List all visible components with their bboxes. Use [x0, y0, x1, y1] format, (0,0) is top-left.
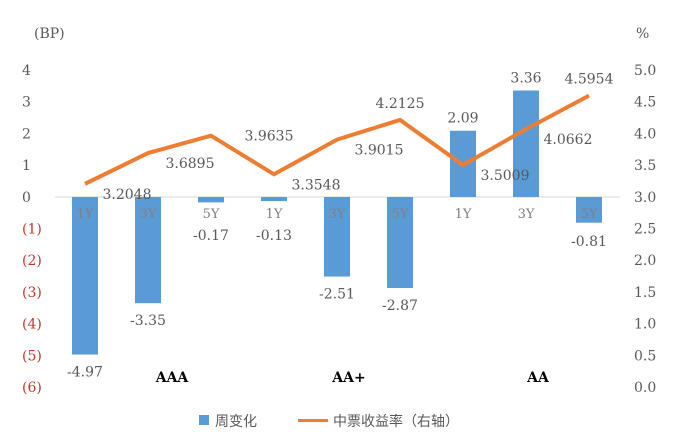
- category-tick-label: 5Y: [581, 207, 598, 222]
- bar-data-label: -3.35: [130, 313, 166, 329]
- category-tick-label: 5Y: [392, 207, 409, 222]
- left-tick-label: 0: [22, 190, 31, 206]
- bar: [72, 197, 98, 355]
- category-tick-label: 5Y: [203, 207, 220, 222]
- group-label: AA+: [331, 370, 365, 386]
- line-data-label: 3.9635: [245, 129, 294, 145]
- category-tick-label: 3Y: [518, 207, 535, 222]
- bar-data-label: 3.36: [510, 70, 541, 86]
- line-data-label: 3.3548: [292, 177, 341, 193]
- line-data-label: 3.9015: [355, 143, 404, 159]
- line-data-label: 4.2125: [376, 96, 425, 112]
- right-tick-label: 3.0: [634, 190, 656, 206]
- left-tick-label: 2: [22, 126, 31, 142]
- legend-bar-swatch: [199, 415, 209, 425]
- left-tick-label: (6): [22, 380, 42, 396]
- bar-data-label: -2.51: [319, 287, 355, 303]
- category-tick-label: 3Y: [329, 207, 346, 222]
- bar-data-label: -0.17: [193, 228, 229, 244]
- left-axis-label: (BP): [34, 26, 65, 42]
- left-tick-label: (5): [22, 348, 42, 364]
- line-data-label: 3.6895: [166, 156, 215, 172]
- group-label: AAA: [155, 370, 190, 386]
- bar-data-label: -2.87: [382, 298, 418, 314]
- bar: [513, 90, 539, 197]
- category-tick-label: 1Y: [455, 207, 472, 222]
- line-data-label: 3.2048: [103, 187, 152, 203]
- right-tick-label: 4.0: [634, 126, 656, 142]
- left-tick-label: 4: [22, 63, 31, 79]
- right-tick-label: 4.5: [634, 95, 656, 111]
- yield-line: [84, 93, 590, 186]
- right-tick-label: 1.0: [634, 317, 656, 333]
- line-data-label: 3.5009: [481, 168, 530, 184]
- line-data-label: 4.5954: [565, 72, 614, 88]
- right-tick-label: 2.5: [634, 222, 656, 238]
- bar: [324, 197, 350, 277]
- right-tick-label: 3.5: [634, 158, 656, 174]
- left-tick-label: 3: [22, 95, 31, 111]
- right-tick-label: 5.0: [634, 63, 656, 79]
- bar: [576, 197, 602, 223]
- line-data-label: 4.0662: [544, 132, 593, 148]
- bar-data-label: 2.09: [447, 111, 478, 127]
- bar-data-label: -0.13: [256, 228, 292, 244]
- bar: [198, 197, 224, 203]
- left-tick-label: 1: [22, 158, 31, 174]
- category-tick-label: 3Y: [140, 207, 157, 222]
- left-tick-label: (4): [22, 317, 42, 333]
- right-tick-label: 2.0: [634, 253, 656, 269]
- group-label: AA: [526, 370, 550, 386]
- left-tick-label: (1): [22, 222, 42, 238]
- bar: [261, 197, 287, 202]
- category-tick-label: 1Y: [77, 207, 94, 222]
- right-tick-label: 1.5: [634, 285, 656, 301]
- left-tick-label: (3): [22, 285, 42, 301]
- category-tick-label: 1Y: [266, 207, 283, 222]
- right-tick-label: 0.0: [634, 380, 656, 396]
- right-tick-label: 0.5: [634, 348, 656, 364]
- legend-line-label: 中票收益率（右轴）: [333, 414, 459, 430]
- bar-data-label: -4.97: [67, 365, 103, 381]
- legend-line-swatch: [298, 419, 328, 422]
- bar-data-label: -0.81: [571, 234, 607, 250]
- bar: [135, 197, 161, 304]
- right-axis-label: %: [636, 26, 649, 42]
- left-tick-label: (2): [22, 253, 42, 269]
- bar: [387, 197, 413, 288]
- legend-bar-label: 周变化: [215, 414, 257, 430]
